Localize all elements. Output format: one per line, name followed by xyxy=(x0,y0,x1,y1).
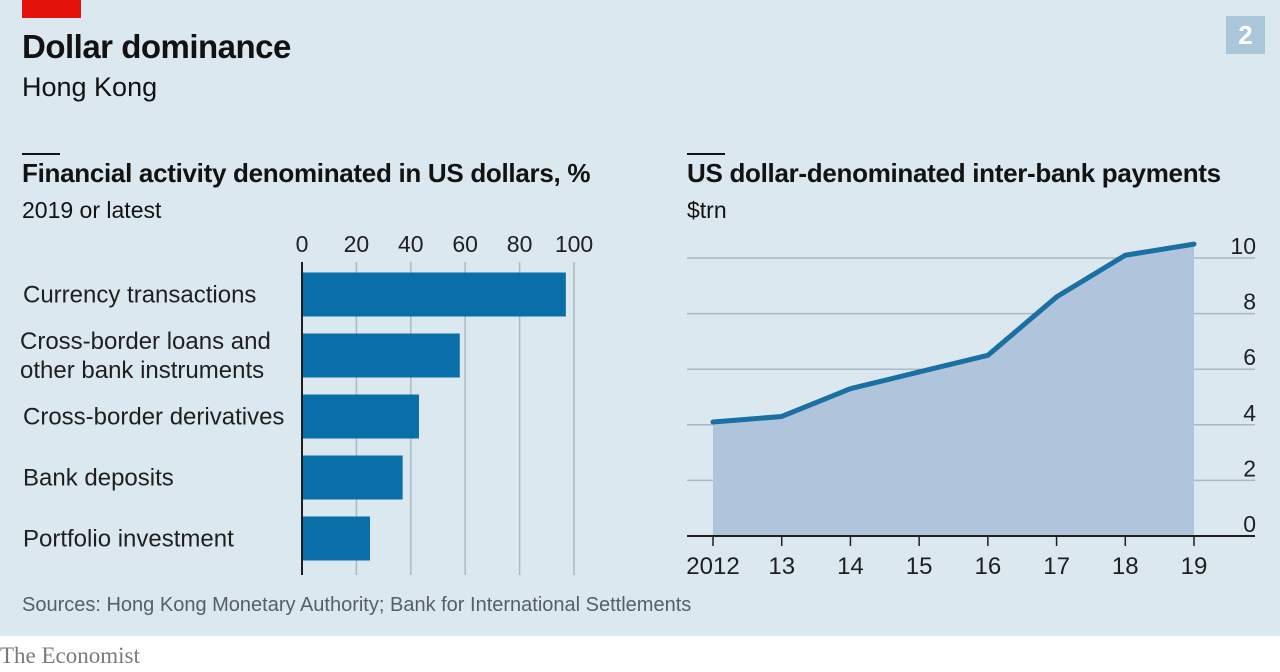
area-y-tick-label: 8 xyxy=(1243,289,1256,315)
area-x-tick-label: 13 xyxy=(768,553,795,580)
brand-wordmark: The Economist xyxy=(0,643,140,668)
area-x-tick-label: 16 xyxy=(975,553,1002,580)
bar-2 xyxy=(302,394,419,439)
bar-1 xyxy=(302,333,460,378)
area-y-tick-label: 0 xyxy=(1243,511,1256,537)
bar-4 xyxy=(302,516,370,561)
bar-x-tick-label: 60 xyxy=(452,231,478,257)
area-x-tick-label: 14 xyxy=(837,553,864,580)
chart-number-badge: 2 xyxy=(1226,16,1265,54)
brand-red-tag xyxy=(22,0,81,18)
bar-category-label: other bank instruments xyxy=(20,357,264,384)
area-y-tick-label: 4 xyxy=(1243,400,1256,426)
bar-category-label: Cross-border loans and xyxy=(20,328,271,355)
bar-x-tick-label: 80 xyxy=(507,231,533,257)
left-chart-rule xyxy=(22,153,60,155)
right-chart-rule xyxy=(687,153,725,155)
area-x-tick-label: 2012 xyxy=(686,553,739,580)
bar-x-tick-label: 100 xyxy=(555,231,593,257)
area-y-tick-label: 2 xyxy=(1243,455,1256,481)
page-title: Dollar dominance xyxy=(22,28,291,65)
area-x-tick-label: 18 xyxy=(1112,553,1139,580)
bar-0 xyxy=(302,272,566,317)
bar-category-label: Currency transactions xyxy=(23,282,256,309)
area-x-tick-label: 15 xyxy=(906,553,933,580)
bar-x-tick-label: 20 xyxy=(344,231,370,257)
right-chart-unit: $trn xyxy=(687,197,727,223)
area-series-line xyxy=(710,241,1197,425)
bar-x-tick-label: 0 xyxy=(296,231,309,257)
bar-category-label: Cross-border derivatives xyxy=(23,404,284,431)
bar-category-label: Bank deposits xyxy=(23,465,174,492)
left-chart-subtitle: 2019 or latest xyxy=(22,197,162,223)
area-x-tick-label: 19 xyxy=(1181,553,1208,580)
source-note: Sources: Hong Kong Monetary Authority; B… xyxy=(22,594,692,616)
area-chart: 0 2 4 6 8 10 2012 13 14 15 16 17 18 19 xyxy=(686,233,1256,580)
page-subtitle: Hong Kong xyxy=(22,72,158,102)
right-chart-title: US dollar-denominated inter-bank payment… xyxy=(687,158,1221,188)
area-y-tick-label: 10 xyxy=(1230,233,1256,259)
area-y-tick-label: 6 xyxy=(1243,344,1256,370)
left-chart-title: Financial activity denominated in US dol… xyxy=(22,158,591,188)
bar-category-label: Portfolio investment xyxy=(23,526,234,553)
bar-chart: 0 20 40 60 80 100 Currency transactions Cross-b… xyxy=(20,231,593,575)
bar-3 xyxy=(302,455,403,500)
area-fill xyxy=(713,244,1194,536)
bar-x-tick-label: 40 xyxy=(398,231,424,257)
area-x-tick-label: 17 xyxy=(1043,553,1070,580)
